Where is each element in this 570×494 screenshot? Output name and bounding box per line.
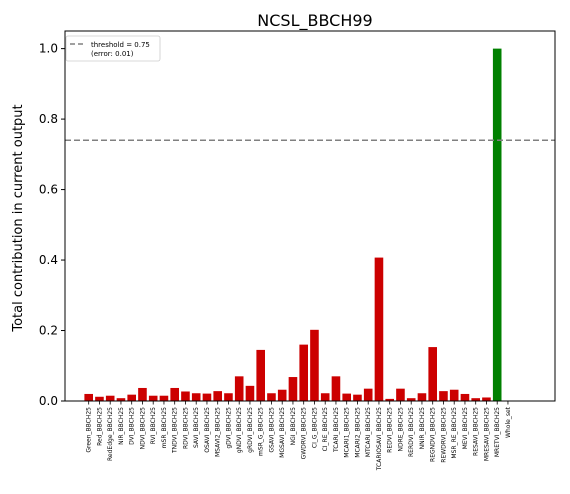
bar: [492, 48, 502, 401]
x-tick-label: mSR_G_BBCH25: [258, 407, 265, 456]
y-tick-label: 0.4: [39, 253, 58, 267]
y-tick-label: 0.8: [39, 112, 58, 126]
bar: [406, 398, 416, 401]
x-tick-label: GWDRVI_BBCH25: [301, 407, 308, 460]
x-tick-label: TNDVI_BBCH25: [172, 407, 179, 454]
bar: [471, 398, 480, 401]
bar: [460, 393, 470, 401]
bar: [234, 376, 244, 401]
x-tick-label: REWDRVI_BBCH25: [440, 407, 447, 463]
x-tick-label: mSR_BBCH25: [161, 407, 168, 448]
bar: [213, 391, 222, 401]
legend-box: [65, 35, 161, 62]
x-tick-label: CI_G_BBCH25: [311, 407, 318, 448]
x-tick-label: REGNDVI_BBCH25: [430, 407, 437, 462]
bar: [363, 388, 373, 401]
legend-entry: threshold = 0.75: [91, 41, 150, 49]
bar: [267, 393, 276, 401]
x-tick-label: MSAVI2_BBCH25: [215, 407, 222, 457]
x-tick-label: MRETVI_BBCH25: [494, 407, 501, 457]
x-tick-label: gRDVI_BBCH25: [247, 407, 254, 453]
y-tick-label: 0.2: [39, 324, 58, 338]
x-tick-label: SAVI_BBCH25: [193, 407, 200, 448]
bar: [127, 394, 136, 401]
legend-entry-note: (error: 0.01): [91, 50, 134, 58]
bar: [95, 396, 104, 401]
bar: [148, 395, 158, 401]
x-tick-label: MEVI_BBCH25: [462, 407, 469, 449]
x-tick-label: TCARIOSAVI_BBCH25: [376, 407, 383, 471]
x-tick-label: NGI_BBCH25: [290, 407, 297, 446]
bar: [245, 385, 255, 401]
bar: [138, 387, 147, 401]
y-tick-label: 0.0: [39, 394, 58, 408]
bar: [331, 376, 341, 401]
bar: [116, 398, 126, 401]
bar: [224, 393, 233, 401]
x-tick-label: Green_BBCH25: [86, 407, 93, 453]
plot-area: 0.0 0.2 0.4 0.6 0.8 1.0 Green_BBCH25 Red_BBCH25…: [39, 42, 555, 471]
bar: [385, 398, 394, 401]
x-tick-label: NDRE_BBCH25: [397, 407, 404, 452]
x-tick-label: CI_RE_BBCH25: [322, 407, 329, 452]
y-tick-label: 1.0: [39, 42, 58, 56]
x-tick-label: RERDVI_BBCH25: [408, 407, 415, 457]
bar: [299, 344, 308, 401]
x-tick-label: MCARI2_BBCH25: [354, 407, 361, 458]
x-tick-label: MSR_RE_BBCH25: [451, 407, 458, 459]
x-tick-label: NIR_BBCH25: [118, 407, 125, 445]
x-tick-label: MRESAVI_BBCH25: [483, 407, 490, 461]
bar: [256, 349, 265, 401]
x-tick-label: GSAVI_BBCH25: [268, 407, 275, 453]
bar: [170, 387, 179, 401]
bar: [105, 395, 115, 401]
x-tick-label: gNDVI_BBCH25: [236, 407, 243, 453]
x-tick-label: TCARI_BBCH25: [333, 407, 340, 453]
y-axis-label: Total contribution in current output: [11, 104, 26, 332]
x-tick-label: DVI_BBCH25: [129, 407, 136, 445]
bar: [482, 397, 491, 401]
bar: [181, 391, 190, 401]
x-tick-label: RDVI_BBCH25: [182, 407, 189, 449]
bar: [449, 389, 459, 401]
x-tick-label: Whole_set: [505, 406, 512, 438]
x-tick-label: gDVI_BBCH25: [225, 407, 232, 449]
bar: [277, 389, 287, 401]
x-tick-label: Red_BBCH25: [96, 407, 103, 446]
bar: [342, 393, 351, 401]
bar: [439, 391, 448, 401]
x-tick-label: MCARI1_BBCH25: [344, 407, 351, 458]
bar: [417, 393, 427, 401]
plot-frame: [64, 30, 556, 402]
x-tick-label: RedEdge_BBCH25: [107, 407, 114, 461]
x-tick-label: NDVI_BBCH25: [139, 407, 146, 450]
bar: [84, 393, 93, 401]
x-tick-label: MGSAVI_BBCH25: [279, 407, 286, 458]
x-tick-label: MTCARI_BBCH25: [365, 407, 372, 457]
chart-title: NCSL_BBCH99: [257, 11, 372, 31]
bar: [353, 394, 362, 401]
bar: [374, 257, 384, 401]
legend: threshold = 0.75 (error: 0.01): [65, 35, 161, 62]
bar: [202, 393, 212, 401]
x-tick-label: OSAVI_BBCH25: [204, 407, 211, 453]
x-tick-label: RVI_BBCH25: [150, 407, 157, 444]
bar: [191, 393, 201, 401]
bar: [320, 393, 330, 401]
x-tick-label: NNIR_BBCH25: [419, 407, 426, 450]
x-tick-label: RESAVI_BBCH25: [473, 407, 480, 456]
bar: [288, 377, 298, 401]
bar: [428, 347, 437, 401]
y-tick-label: 0.6: [39, 183, 58, 197]
x-tick-label: REDVI_BBCH25: [387, 407, 394, 453]
bar: [396, 388, 405, 401]
bar: [310, 329, 319, 401]
bar: [159, 395, 169, 401]
